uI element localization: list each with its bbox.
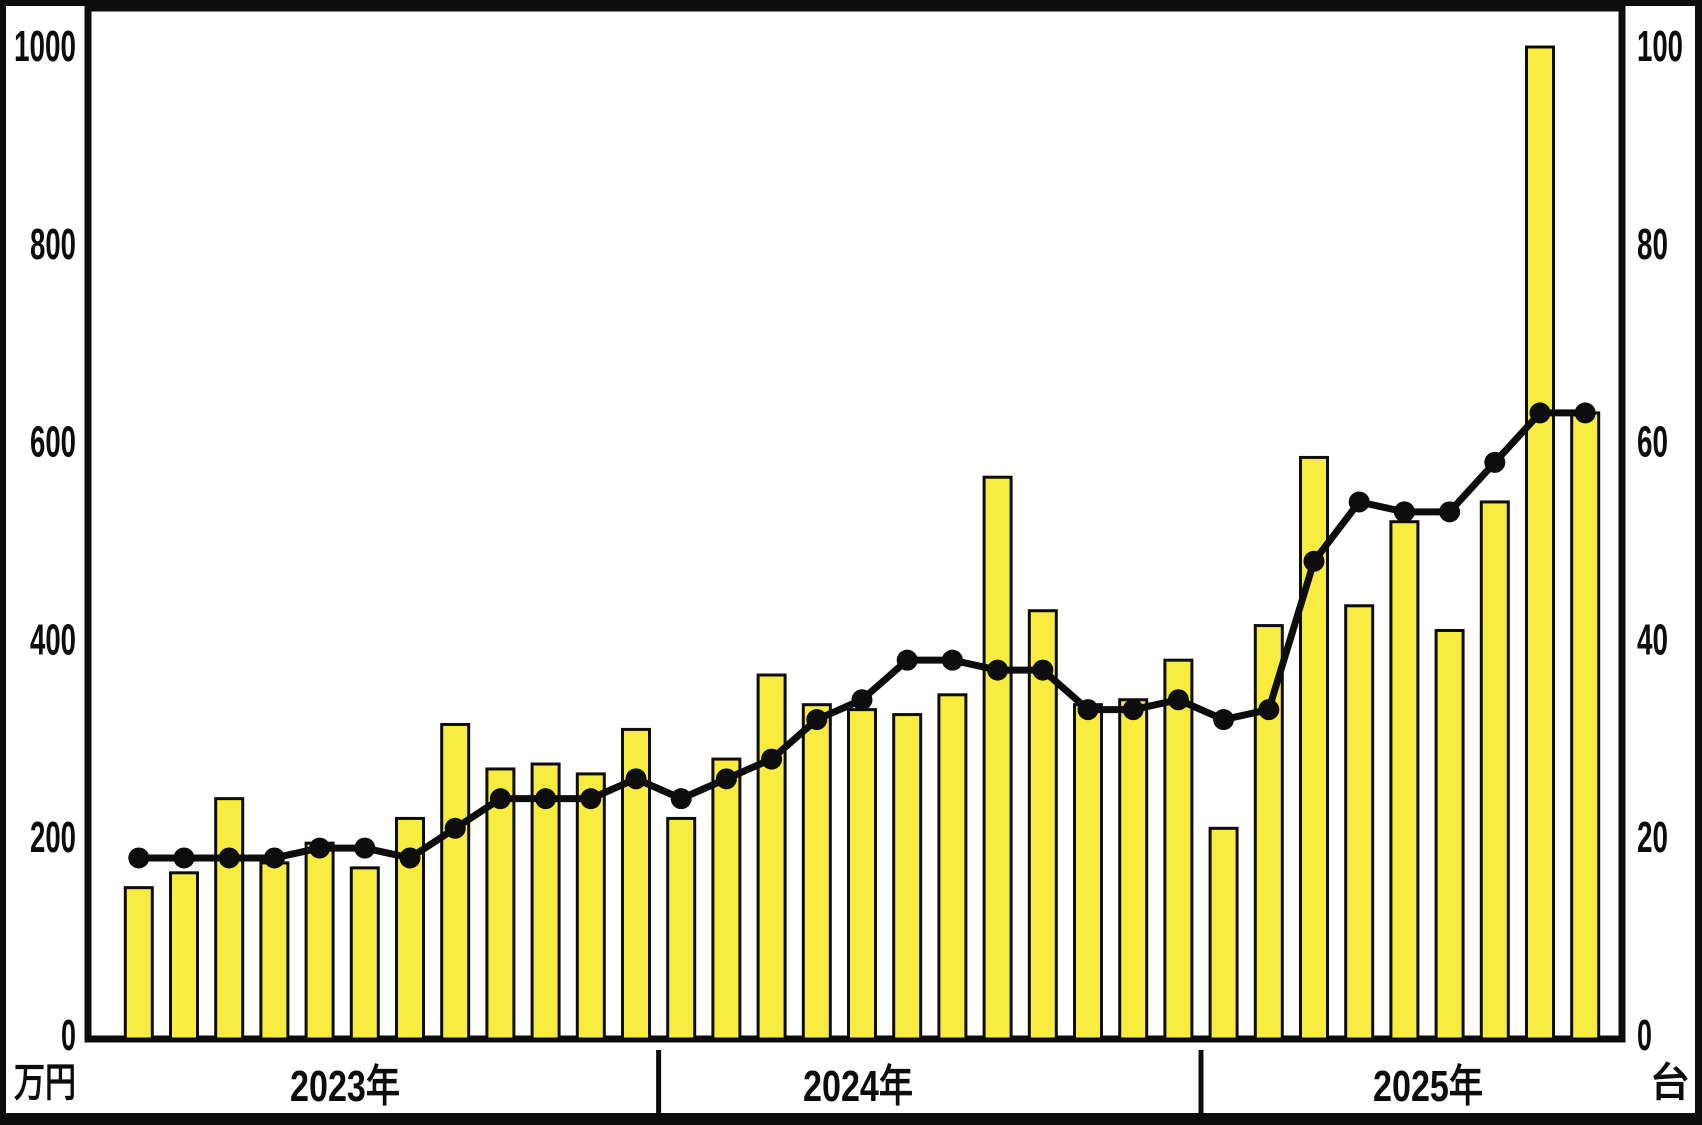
data-point	[1258, 699, 1280, 721]
data-point	[580, 788, 602, 810]
outer-frame-right	[1695, 0, 1702, 1125]
bar	[214, 797, 245, 1041]
y-axis-right-tick-label: 100	[1637, 22, 1683, 71]
bar	[530, 762, 561, 1041]
x-axis-year-label: 2025年	[1373, 1062, 1483, 1111]
data-point	[399, 847, 421, 869]
y-axis-left-tick-label: 200	[30, 813, 76, 862]
data-point	[1393, 501, 1415, 523]
axis-unit-right: 台	[1650, 1061, 1690, 1105]
x-axis-year-label: 2023年	[290, 1062, 400, 1111]
bar	[892, 713, 923, 1041]
y-axis-left-tick-label: 600	[30, 418, 76, 467]
bar	[756, 673, 787, 1041]
bar	[1253, 624, 1284, 1041]
data-point	[1167, 689, 1189, 711]
bar	[1073, 703, 1103, 1041]
bar	[123, 886, 154, 1041]
data-point	[218, 847, 240, 869]
data-point	[1213, 709, 1235, 731]
data-point	[444, 817, 466, 839]
data-point	[535, 788, 557, 810]
data-point	[896, 649, 918, 671]
y-axis-left-tick-label: 0	[61, 1011, 76, 1060]
bar	[1434, 629, 1465, 1041]
bar	[1344, 604, 1375, 1041]
bar	[1163, 658, 1194, 1041]
y-axis-right-tick-label: 20	[1637, 813, 1668, 862]
bar	[847, 708, 877, 1041]
bar	[440, 722, 471, 1041]
data-point	[128, 847, 150, 869]
bar	[575, 772, 606, 1041]
outer-frame-bottom	[0, 1113, 1702, 1125]
y-axis-right-tick-label: 40	[1637, 615, 1668, 664]
bar	[1208, 826, 1239, 1041]
data-point	[1303, 550, 1325, 572]
data-point	[670, 788, 692, 810]
data-point	[263, 847, 285, 869]
data-point	[761, 748, 783, 770]
bar	[259, 861, 290, 1041]
y-axis-right-tick-label: 80	[1637, 220, 1668, 269]
bar	[1525, 45, 1555, 1041]
x-axis-year-label: 2024年	[803, 1062, 913, 1111]
data-point	[1077, 699, 1099, 721]
data-point	[489, 788, 511, 810]
bar	[937, 693, 968, 1041]
bar	[304, 841, 335, 1041]
data-point	[1529, 402, 1551, 424]
data-point	[1439, 501, 1461, 523]
outer-frame-left	[0, 0, 6, 1125]
data-point	[309, 837, 331, 859]
data-point	[1122, 699, 1144, 721]
bar	[1570, 411, 1601, 1041]
data-point	[625, 768, 647, 790]
y-axis-left-tick-label: 1000	[14, 22, 76, 71]
axis-unit-left: 万円	[14, 1061, 76, 1105]
bar	[485, 767, 516, 1041]
data-point	[987, 659, 1009, 681]
data-point	[806, 709, 828, 731]
y-axis-right-tick-label: 0	[1637, 1011, 1652, 1060]
data-point	[1032, 659, 1054, 681]
y-axis-left-tick-label: 800	[30, 220, 76, 269]
data-point	[1484, 451, 1506, 473]
bar	[801, 703, 832, 1041]
bar	[1118, 698, 1149, 1041]
data-point	[1348, 491, 1370, 513]
data-point	[354, 837, 376, 859]
bar	[1389, 520, 1420, 1041]
data-point	[941, 649, 963, 671]
data-point	[851, 689, 873, 711]
bar	[1479, 500, 1510, 1041]
y-axis-right-tick-label: 60	[1637, 418, 1668, 467]
outer-frame-top	[0, 0, 1702, 6]
data-point	[173, 847, 195, 869]
bar	[169, 871, 199, 1041]
data-point	[715, 768, 737, 790]
bar	[349, 866, 380, 1041]
bar	[711, 757, 742, 1041]
bar	[982, 475, 1013, 1041]
y-axis-left-tick-label: 400	[30, 615, 76, 664]
data-point	[1574, 402, 1596, 424]
bar	[666, 816, 697, 1041]
